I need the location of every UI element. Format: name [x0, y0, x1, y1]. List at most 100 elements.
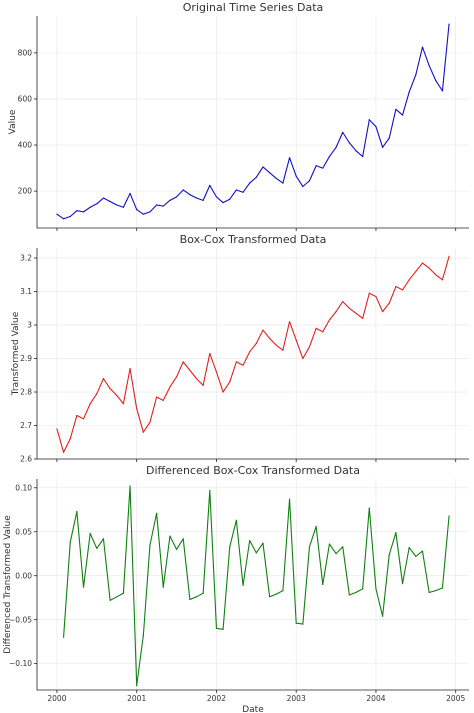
data-point [395, 108, 397, 110]
chart-panel-2: 2.6 2.7 2.8 2.9 3 3.1 3.2 Box-Cox Transformed D… [11, 233, 469, 464]
data-point [348, 142, 350, 144]
data-point [255, 342, 257, 345]
data-point [209, 184, 211, 186]
data-point [355, 312, 357, 314]
data-point [302, 185, 304, 188]
x-tick-label: 2005 [446, 694, 465, 703]
data-point [89, 206, 91, 208]
data-point [175, 548, 178, 550]
data-point [109, 200, 111, 203]
x-tick-label: 2002 [207, 694, 226, 703]
data-point [76, 510, 78, 513]
data-point [308, 180, 311, 182]
data-point [229, 546, 231, 548]
data-point [295, 175, 297, 177]
data-point [149, 421, 151, 423]
data-point [142, 213, 144, 215]
data-point [202, 384, 204, 386]
data-point [142, 634, 144, 637]
data-point [282, 349, 284, 351]
data-point [62, 218, 65, 220]
data-point [421, 550, 424, 552]
data-point [262, 329, 264, 331]
data-point [355, 591, 357, 594]
data-point [202, 199, 204, 201]
y-tick-label: 2.6 [20, 455, 32, 464]
data-point [195, 197, 198, 199]
axis-spines [36, 248, 469, 460]
data-point [315, 525, 317, 528]
data-point [215, 371, 218, 373]
data-point [169, 535, 171, 537]
data-point [362, 588, 364, 590]
x-tick-label: 2003 [287, 694, 306, 703]
series-line [63, 485, 450, 687]
data-point [136, 685, 138, 687]
data-point [235, 519, 237, 521]
data-point [421, 262, 424, 264]
chart-title: Box-Cox Transformed Data [180, 233, 327, 246]
data-point [322, 583, 324, 586]
data-point [302, 357, 304, 360]
data-point [249, 351, 251, 353]
data-point [109, 599, 111, 601]
data-point [189, 193, 191, 196]
y-tick-label: 2.9 [20, 354, 32, 363]
data-point [275, 593, 277, 595]
y-tick-label: 2.7 [20, 421, 32, 430]
data-point [322, 331, 324, 333]
data-point [102, 197, 105, 199]
data-point [448, 515, 450, 517]
data-point [315, 327, 317, 329]
data-point [96, 203, 98, 205]
data-point [222, 628, 224, 630]
data-point [202, 592, 204, 594]
data-point [209, 489, 211, 492]
data-point [415, 555, 417, 557]
data-point [149, 211, 151, 213]
data-point [195, 596, 198, 598]
data-point [189, 369, 191, 371]
data-point [441, 279, 444, 281]
data-point [242, 364, 244, 366]
data-point [136, 208, 138, 211]
data-point [76, 210, 78, 212]
data-point [269, 172, 271, 174]
data-point [175, 196, 178, 198]
data-point [348, 307, 350, 309]
data-point [162, 586, 164, 588]
data-point [395, 532, 397, 534]
y-axis-label: Differenced Transformed Value [3, 515, 13, 654]
data-point [375, 588, 377, 590]
data-point [288, 157, 291, 159]
data-point [175, 376, 178, 378]
data-point [408, 279, 410, 281]
y-tick-label: 0.00 [15, 571, 32, 580]
data-point [116, 596, 118, 598]
data-point [249, 182, 251, 184]
y-tick-label: 3 [27, 321, 32, 330]
data-point [222, 391, 224, 393]
data-point [222, 202, 224, 204]
data-point [129, 192, 131, 195]
y-axis-label: Value [8, 109, 18, 134]
data-point [249, 539, 251, 542]
data-point [182, 361, 184, 363]
data-point [435, 590, 437, 592]
data-point [62, 636, 65, 638]
data-point [448, 255, 450, 257]
data-point [262, 542, 264, 544]
data-point [82, 211, 85, 213]
y-tick-label: −0.10 [9, 659, 32, 668]
y-tick-label: 400 [18, 141, 33, 150]
data-point [69, 438, 71, 440]
data-point [415, 270, 417, 273]
data-point [149, 544, 151, 546]
data-point [335, 146, 337, 148]
data-point [215, 196, 218, 198]
data-point [362, 317, 364, 319]
data-point [96, 393, 98, 395]
data-point [229, 198, 231, 200]
data-point [262, 166, 264, 168]
